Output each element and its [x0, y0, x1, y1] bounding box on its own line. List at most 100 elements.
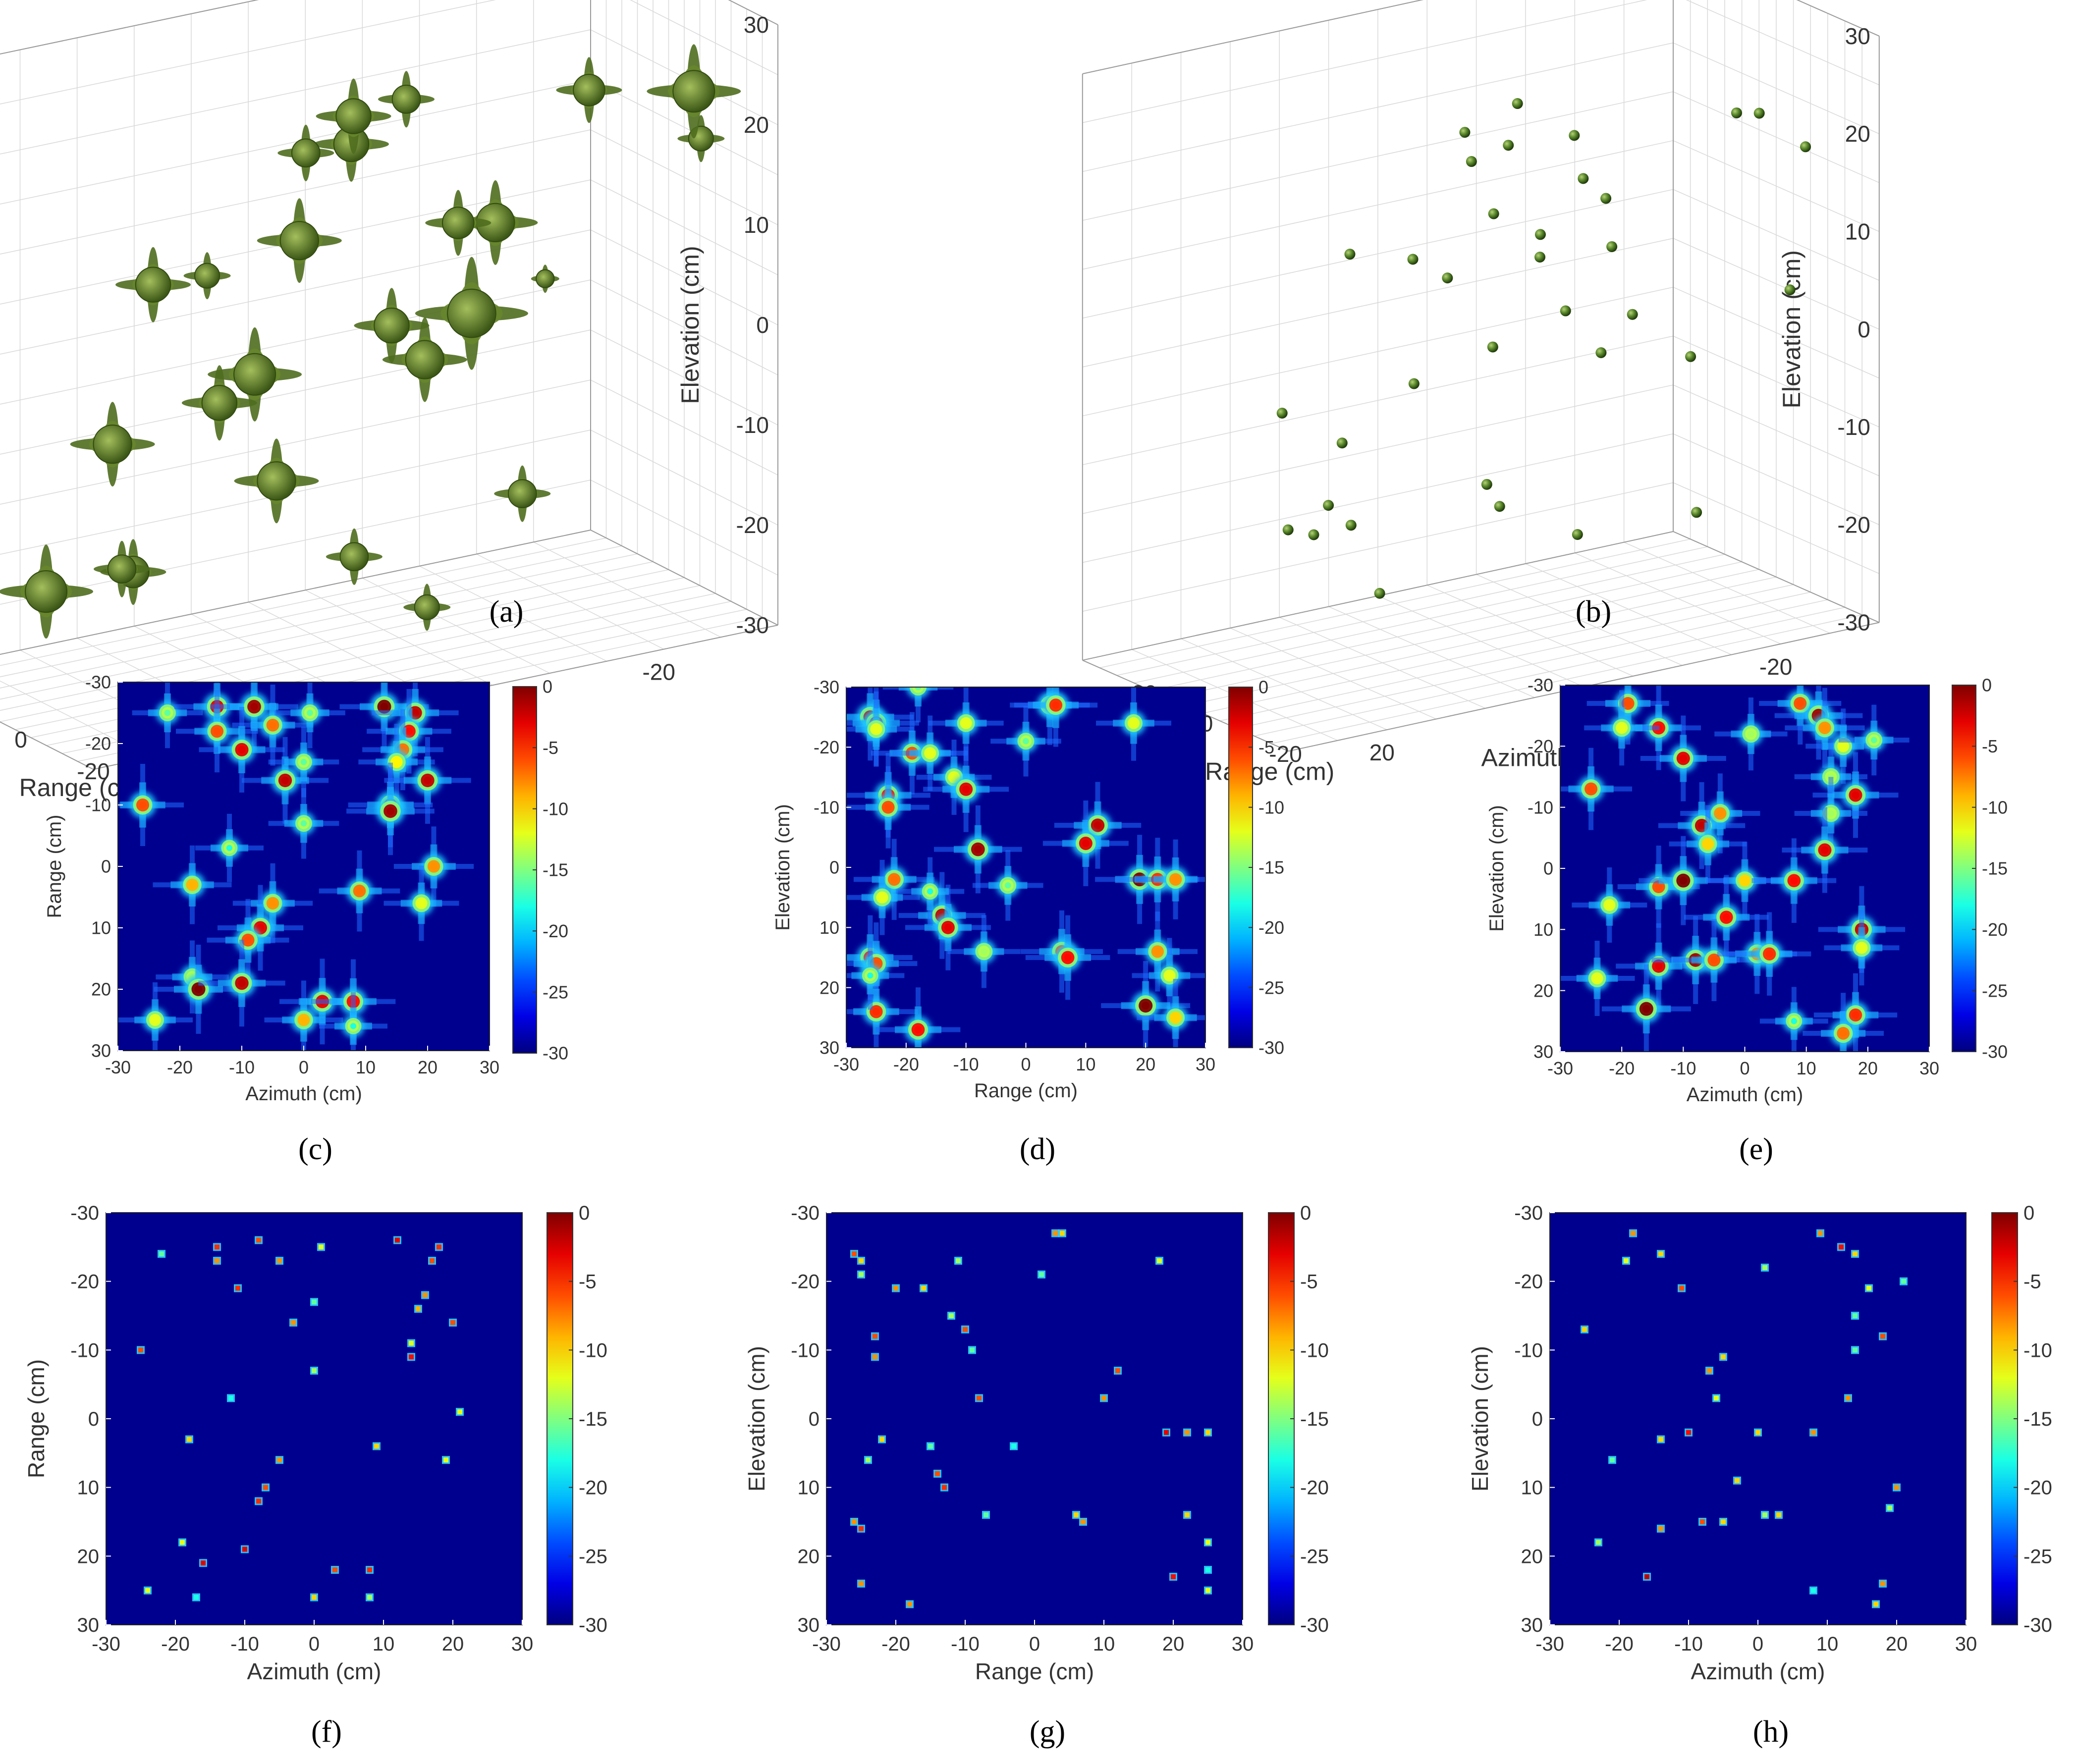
- x-tick-label: -20: [167, 1057, 193, 1077]
- grid-line: [0, 29, 591, 155]
- y-tick-label: -30: [1514, 1202, 1543, 1224]
- target-point: [1714, 697, 1788, 771]
- target-point: [928, 687, 1004, 761]
- target-point: [906, 1600, 914, 1608]
- target-point: [1204, 1538, 1212, 1547]
- target-point: [1685, 1428, 1693, 1437]
- target-sphere: [1494, 501, 1505, 512]
- y-tick-label: -30: [70, 1202, 99, 1224]
- z-axis-label: Elevation (cm): [1778, 250, 1805, 409]
- target-point: [923, 746, 1009, 832]
- colorbar-tick-label: -10: [1982, 797, 2008, 817]
- y-tick-label: -20: [85, 734, 111, 754]
- target-point: [1879, 1579, 1887, 1588]
- colorbar-tick-label: -30: [2023, 1614, 2052, 1636]
- target-point: [1581, 1325, 1588, 1334]
- target-point: [213, 1243, 221, 1251]
- target-point: [366, 1593, 374, 1602]
- target-point: [1639, 836, 1728, 925]
- y-axis-label: Elevation (cm): [744, 1346, 769, 1492]
- box-edge: [1082, 0, 1424, 74]
- x-tick-label: 30: [1919, 1058, 1939, 1078]
- target-isosurface: [115, 247, 191, 322]
- target-point: [198, 939, 285, 1027]
- x-axis-label: Azimuth (cm): [247, 1658, 382, 1684]
- target-point: [1643, 1572, 1651, 1581]
- x-tick-label: 10: [373, 1633, 395, 1655]
- target-point: [846, 859, 920, 935]
- target-point: [1079, 1518, 1087, 1526]
- colorbar-tick-label: -25: [543, 982, 568, 1002]
- colorbar-tick-label: 0: [2023, 1202, 2034, 1224]
- target-isosurface: [277, 124, 334, 181]
- x-tick-label: 30: [480, 1057, 499, 1077]
- target-point: [289, 1318, 297, 1327]
- target-point: [1879, 1332, 1887, 1340]
- target-point: [1014, 687, 1098, 747]
- target-point: [275, 1257, 283, 1265]
- target-point: [871, 1332, 879, 1340]
- x-tick-label: -20: [881, 1633, 910, 1655]
- target-point: [1851, 1346, 1859, 1354]
- target-point: [421, 1291, 429, 1299]
- y-tick-label: 30: [1521, 1614, 1543, 1636]
- x-tick-label: 0: [1752, 1633, 1763, 1655]
- y-tick-label: -10: [70, 1339, 99, 1361]
- x-tick-label: -10: [953, 1054, 979, 1074]
- x-tick-label: -30: [833, 1054, 859, 1074]
- grid-line: [1686, 0, 1880, 86]
- target-point: [1155, 1257, 1163, 1265]
- target-isosurface: [425, 190, 492, 256]
- target-sphere: [1627, 309, 1638, 320]
- plot-area: [1550, 1213, 1966, 1625]
- target-point: [1816, 1229, 1824, 1237]
- target-point: [1761, 1511, 1769, 1519]
- y-tick-label: 10: [77, 1477, 100, 1499]
- y-tick-label: 20: [1533, 980, 1553, 1001]
- x-tick-label: 20: [1162, 1633, 1185, 1655]
- target-point: [153, 845, 232, 924]
- z-tick-label: -30: [1837, 610, 1870, 636]
- y-tick-label: 0: [88, 1408, 99, 1430]
- target-point: [442, 1456, 450, 1464]
- target-point: [1010, 1442, 1018, 1450]
- x-tick-label: -20: [1605, 1633, 1634, 1655]
- target-point: [871, 1353, 879, 1361]
- z-tick-label: -20: [736, 512, 769, 538]
- y-tick-label: 10: [91, 918, 111, 938]
- target-layer: [1560, 685, 1910, 1052]
- y-tick-label: 30: [91, 1041, 111, 1061]
- target-point: [1204, 1428, 1212, 1437]
- target-point: [393, 826, 474, 907]
- colorbar-tick-label: -25: [1982, 980, 2008, 1001]
- colorbar-tick-label: -30: [1982, 1042, 2008, 1062]
- y-tick-label: -10: [791, 1339, 820, 1361]
- target-point: [319, 850, 400, 932]
- target-sphere: [1276, 408, 1288, 419]
- target-point: [1114, 1366, 1122, 1375]
- y-tick-label: 30: [77, 1614, 100, 1636]
- target-sphere: [1323, 500, 1334, 511]
- x-tick-label: -10: [1674, 1633, 1703, 1655]
- target-point: [310, 1593, 318, 1602]
- target-point: [178, 1538, 186, 1547]
- target-point: [1872, 1600, 1880, 1608]
- z-tick-label: -10: [736, 412, 769, 438]
- x-tick-label: -20: [161, 1633, 190, 1655]
- target-isosurface: [94, 540, 151, 597]
- target-point: [892, 715, 968, 791]
- target-point: [1584, 690, 1660, 766]
- target-point: [1838, 704, 1910, 776]
- colorbar-tick-label: -5: [2023, 1271, 2041, 1293]
- colorbar-tick-label: -10: [579, 1339, 607, 1361]
- target-point: [905, 884, 991, 970]
- target-point: [968, 1346, 976, 1354]
- x-tick-label: 0: [1021, 1054, 1031, 1074]
- y-tick-label: -20: [1528, 736, 1553, 756]
- box-edge: [728, 0, 778, 25]
- y-tick-label: -30: [1528, 675, 1553, 695]
- target-sphere: [1374, 588, 1385, 599]
- y-tick-label: -30: [791, 1202, 820, 1224]
- target-point: [1775, 1511, 1783, 1519]
- colorbar-tick-label: -10: [1300, 1339, 1329, 1361]
